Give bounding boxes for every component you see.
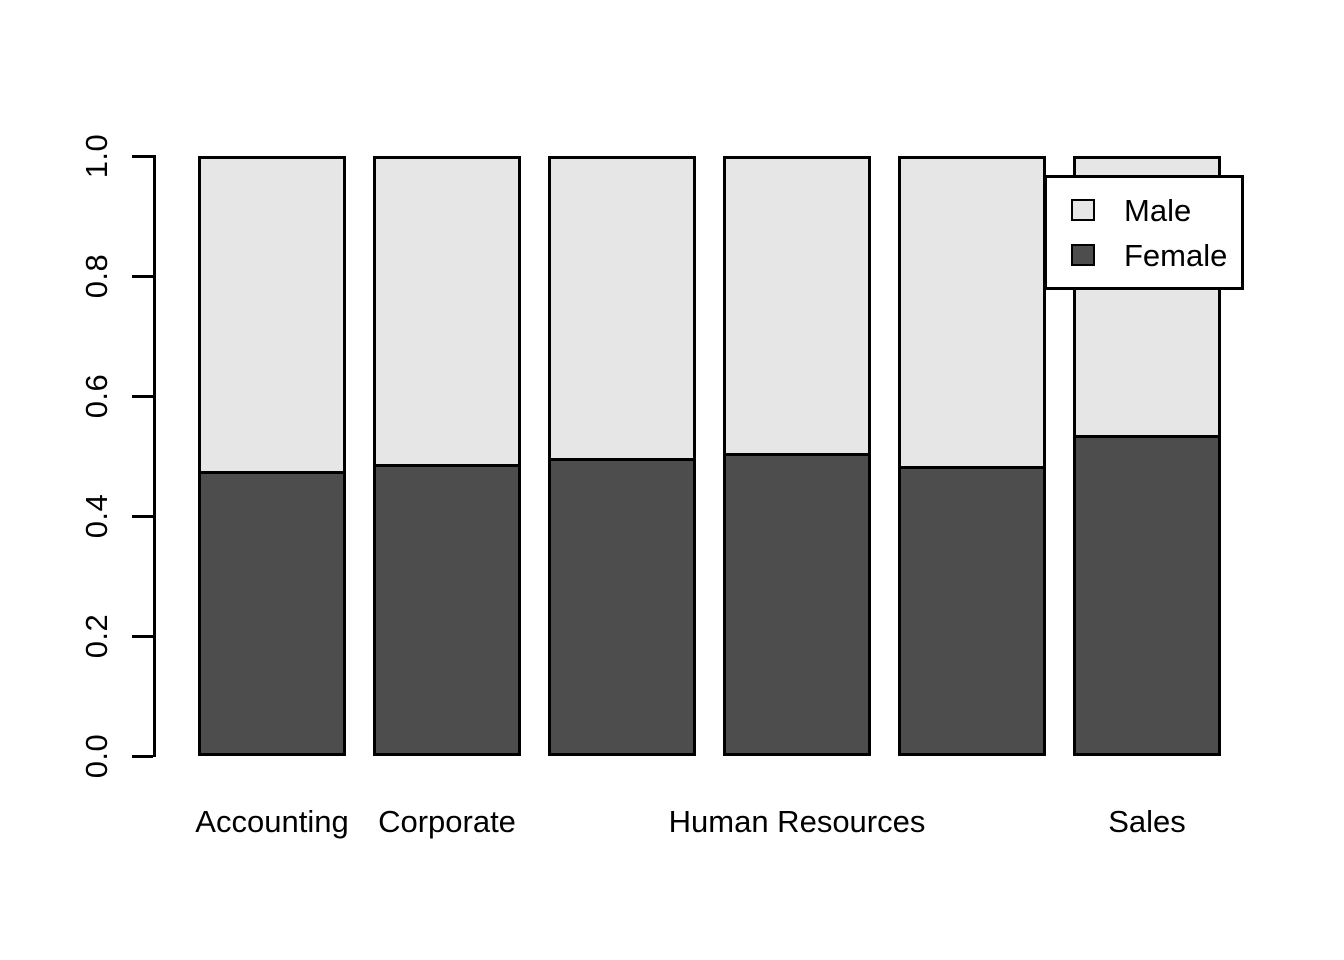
bar-segment-female [373,463,521,756]
y-tick-mark [132,754,153,758]
y-tick-label: 0.6 [79,373,114,419]
y-tick-label: 0.8 [79,253,114,299]
bar-segment-female [1073,435,1221,756]
x-category-label: Sales [1108,804,1186,839]
male-swatch [1071,199,1095,221]
y-tick-label: 0.0 [79,733,114,779]
legend: Male Female [1044,175,1244,290]
y-tick-mark [132,514,153,518]
y-axis-line [153,155,156,757]
x-category-label: Accounting [195,804,349,839]
bar-segment-male [548,156,696,459]
y-tick-mark [132,634,153,638]
bar-segment-female [198,471,346,756]
y-tick-label: 0.4 [79,493,114,539]
female-swatch [1071,244,1095,266]
bar-segment-female [723,453,871,756]
legend-item-male: Male [1071,195,1241,226]
legend-label-male: Male [1124,192,1192,228]
x-category-label: Corporate [378,804,516,839]
y-tick-mark [132,274,153,278]
y-tick-label: 0.2 [79,613,114,659]
bar-segment-male [898,156,1046,467]
y-tick-label: 1.0 [79,133,114,179]
bar-segment-male [723,156,871,453]
bar-segment-male [373,156,521,464]
y-tick-mark [132,154,153,158]
legend-item-female: Female [1071,240,1241,271]
bar-segment-female [898,466,1046,756]
bar-segment-female [548,458,696,756]
bar-segment-male [198,156,346,471]
y-tick-mark [132,394,153,398]
legend-label-female: Female [1124,237,1228,273]
x-category-label: Human Resources [668,804,926,839]
